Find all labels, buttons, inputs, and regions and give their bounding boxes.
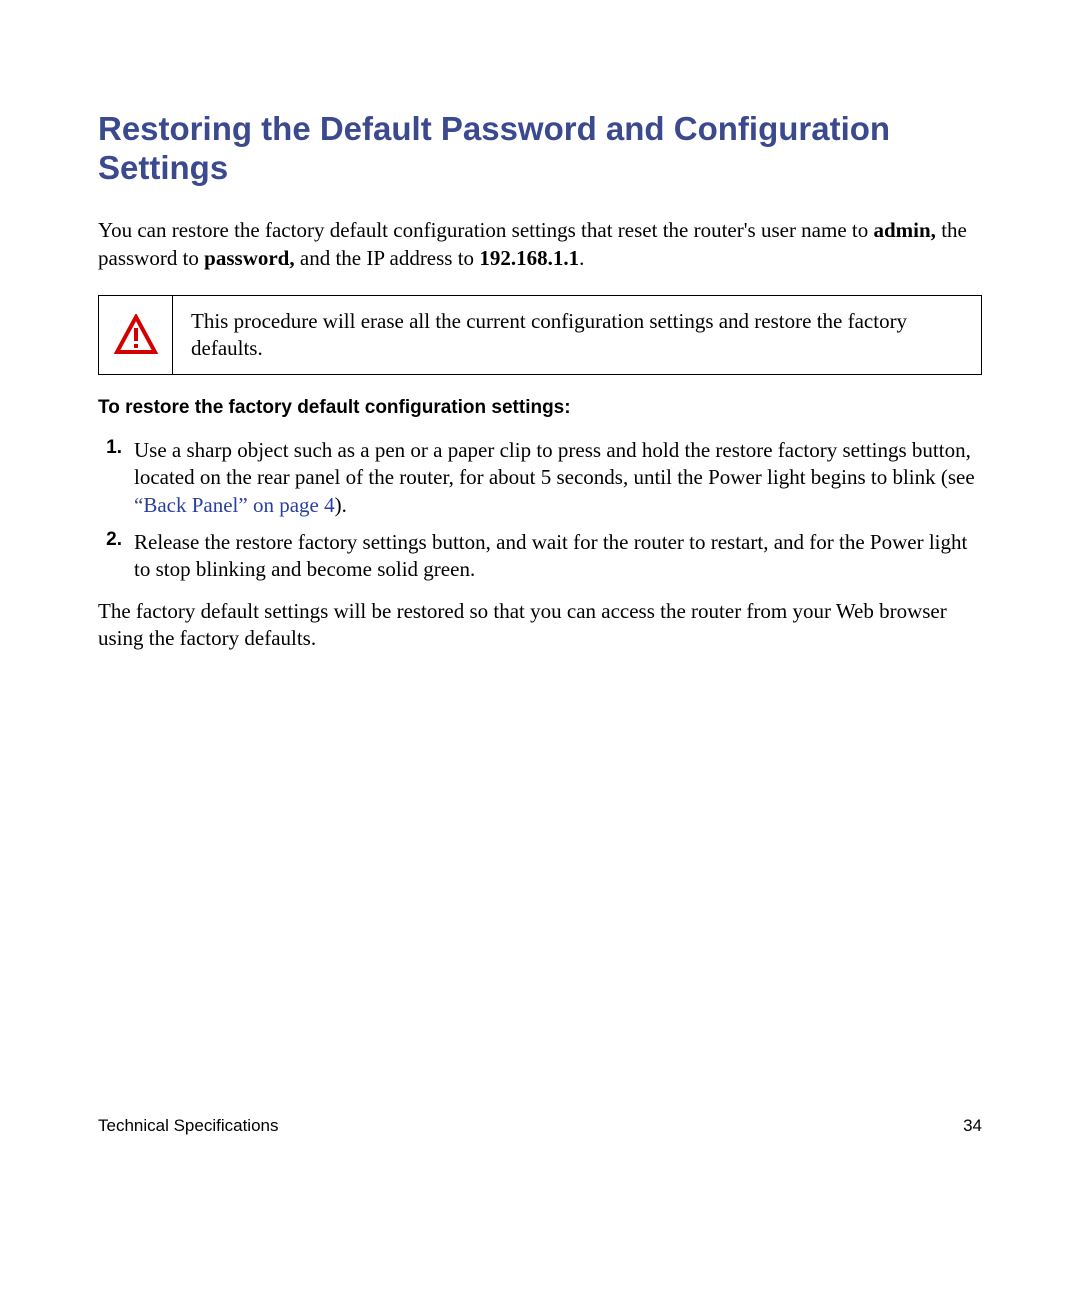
intro-bold2: password, [204,246,294,270]
intro-bold3: 192.168.1.1 [479,246,579,270]
step-2-text-a: Release the restore factory settings but… [134,530,967,581]
footer-left: Technical Specifications [98,1116,278,1136]
step-text: Use a sharp object such as a pen or a pa… [134,437,982,519]
step-1-text-a: Use a sharp object such as a pen or a pa… [134,438,975,489]
step-1-text-b: ). [335,493,347,517]
footer-page-number: 34 [963,1116,982,1136]
intro-part1: You can restore the factory default conf… [98,218,874,242]
warning-text: This procedure will erase all the curren… [173,296,981,375]
step-item: 2. Release the restore factory settings … [98,529,982,584]
warning-icon [114,314,158,356]
page-heading: Restoring the Default Password and Confi… [98,110,982,188]
step-item: 1. Use a sharp object such as a pen or a… [98,437,982,519]
warning-icon-cell [99,296,173,375]
intro-paragraph: You can restore the factory default conf… [98,216,982,273]
intro-bold1: admin, [874,218,936,242]
step-number: 2. [98,529,134,584]
steps-list: 1. Use a sharp object such as a pen or a… [98,437,982,583]
procedure-subheading: To restore the factory default configura… [98,397,982,419]
closing-paragraph: The factory default settings will be res… [98,598,982,653]
back-panel-link[interactable]: “Back Panel” on page 4 [134,493,335,517]
step-number: 1. [98,437,134,519]
page-footer: Technical Specifications 34 [98,1116,982,1136]
intro-part4: . [579,246,584,270]
warning-box: This procedure will erase all the curren… [98,295,982,376]
intro-part3: and the IP address to [295,246,480,270]
step-text: Release the restore factory settings but… [134,529,982,584]
